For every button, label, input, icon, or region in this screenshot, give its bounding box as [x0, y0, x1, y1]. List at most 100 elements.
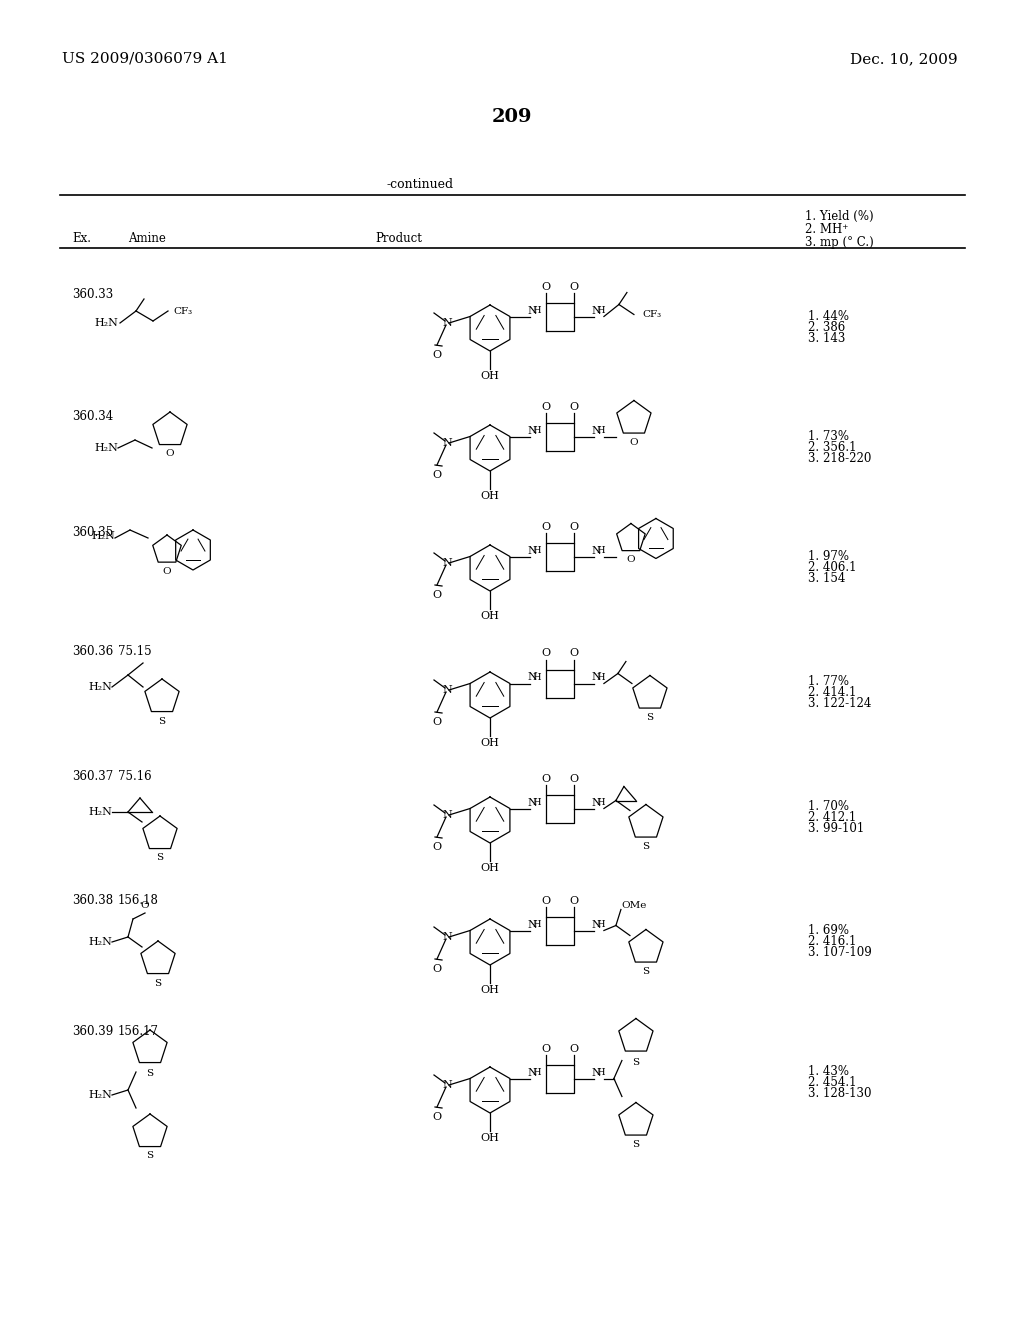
Text: O: O: [542, 774, 551, 784]
Text: OH: OH: [480, 491, 500, 502]
Text: N: N: [527, 545, 537, 556]
Text: OH: OH: [480, 611, 500, 620]
Text: O: O: [569, 281, 579, 292]
Text: 1. 70%: 1. 70%: [808, 800, 849, 813]
Text: 3. 128-130: 3. 128-130: [808, 1086, 871, 1100]
Text: O: O: [432, 350, 441, 360]
Text: N: N: [527, 425, 537, 436]
Text: H: H: [597, 799, 605, 807]
Text: N: N: [591, 545, 601, 556]
Text: O: O: [542, 648, 551, 659]
Text: -continued: -continued: [386, 178, 454, 191]
Text: 156.18: 156.18: [118, 894, 159, 907]
Text: 2. 386: 2. 386: [808, 321, 845, 334]
Text: N: N: [527, 305, 537, 315]
Text: 75.15: 75.15: [118, 645, 152, 657]
Text: O: O: [432, 470, 441, 480]
Text: 2. 406.1: 2. 406.1: [808, 561, 856, 574]
Text: S: S: [146, 1069, 154, 1078]
Text: OH: OH: [480, 1133, 500, 1143]
Text: 3. 143: 3. 143: [808, 333, 846, 345]
Text: 360.39: 360.39: [72, 1026, 114, 1038]
Text: H₂N: H₂N: [88, 682, 112, 692]
Text: CF₃: CF₃: [642, 310, 662, 319]
Text: N: N: [591, 1068, 601, 1077]
Text: O: O: [542, 895, 551, 906]
Text: S: S: [159, 717, 166, 726]
Text: Amine: Amine: [128, 232, 166, 246]
Text: S: S: [633, 1140, 639, 1148]
Text: H₂N: H₂N: [88, 937, 112, 946]
Text: H₂N: H₂N: [91, 531, 115, 541]
Text: N: N: [442, 932, 452, 942]
Text: H₂N: H₂N: [94, 318, 118, 327]
Text: S: S: [642, 968, 649, 975]
Text: 3. 107-109: 3. 107-109: [808, 946, 871, 960]
Text: H: H: [532, 920, 542, 929]
Text: CF₃: CF₃: [173, 306, 193, 315]
Text: H: H: [532, 426, 542, 436]
Text: 2. 414.1: 2. 414.1: [808, 686, 856, 700]
Text: N: N: [591, 797, 601, 808]
Text: OH: OH: [480, 985, 500, 995]
Text: H: H: [597, 920, 605, 929]
Text: 360.37: 360.37: [72, 770, 114, 783]
Text: N: N: [527, 672, 537, 682]
Text: 156.17: 156.17: [118, 1026, 159, 1038]
Text: N: N: [591, 672, 601, 682]
Text: O: O: [627, 554, 635, 564]
Text: 2. 412.1: 2. 412.1: [808, 810, 856, 824]
Text: N: N: [442, 1080, 452, 1090]
Text: O: O: [569, 648, 579, 659]
Text: 2. 454.1: 2. 454.1: [808, 1076, 856, 1089]
Text: 1. 77%: 1. 77%: [808, 675, 849, 688]
Text: O: O: [432, 590, 441, 601]
Text: O: O: [542, 1044, 551, 1053]
Text: 1. 73%: 1. 73%: [808, 430, 849, 444]
Text: 1. 69%: 1. 69%: [808, 924, 849, 937]
Text: 360.34: 360.34: [72, 411, 114, 422]
Text: 3. mp (° C.): 3. mp (° C.): [805, 236, 873, 249]
Text: H: H: [597, 1068, 605, 1077]
Text: Product: Product: [375, 232, 422, 246]
Text: O: O: [569, 774, 579, 784]
Text: O: O: [542, 521, 551, 532]
Text: H: H: [597, 306, 605, 315]
Text: S: S: [146, 1151, 154, 1160]
Text: 3. 218-220: 3. 218-220: [808, 451, 871, 465]
Text: 360.38: 360.38: [72, 894, 113, 907]
Text: S: S: [157, 854, 164, 862]
Text: 2. MH⁺: 2. MH⁺: [805, 223, 848, 236]
Text: H: H: [597, 426, 605, 436]
Text: 3. 122-124: 3. 122-124: [808, 697, 871, 710]
Text: O: O: [432, 842, 441, 851]
Text: N: N: [442, 438, 452, 447]
Text: S: S: [646, 713, 653, 722]
Text: N: N: [591, 305, 601, 315]
Text: 3. 154: 3. 154: [808, 572, 846, 585]
Text: N: N: [527, 920, 537, 929]
Text: O: O: [542, 401, 551, 412]
Text: S: S: [155, 978, 162, 987]
Text: S: S: [633, 1059, 639, 1067]
Text: N: N: [527, 797, 537, 808]
Text: O: O: [569, 1044, 579, 1053]
Text: 360.36: 360.36: [72, 645, 114, 657]
Text: N: N: [591, 920, 601, 929]
Text: N: N: [442, 558, 452, 568]
Text: OMe: OMe: [622, 902, 646, 909]
Text: 1. 44%: 1. 44%: [808, 310, 849, 323]
Text: H₂N: H₂N: [88, 1090, 112, 1100]
Text: O: O: [630, 438, 638, 447]
Text: Dec. 10, 2009: Dec. 10, 2009: [850, 51, 957, 66]
Text: O: O: [569, 401, 579, 412]
Text: 75.16: 75.16: [118, 770, 152, 783]
Text: Ex.: Ex.: [72, 232, 91, 246]
Text: N: N: [442, 318, 452, 327]
Text: O: O: [140, 900, 150, 909]
Text: H: H: [532, 546, 542, 554]
Text: O: O: [432, 1111, 441, 1122]
Text: H₂N: H₂N: [94, 444, 118, 453]
Text: 1. 97%: 1. 97%: [808, 550, 849, 564]
Text: O: O: [163, 566, 171, 576]
